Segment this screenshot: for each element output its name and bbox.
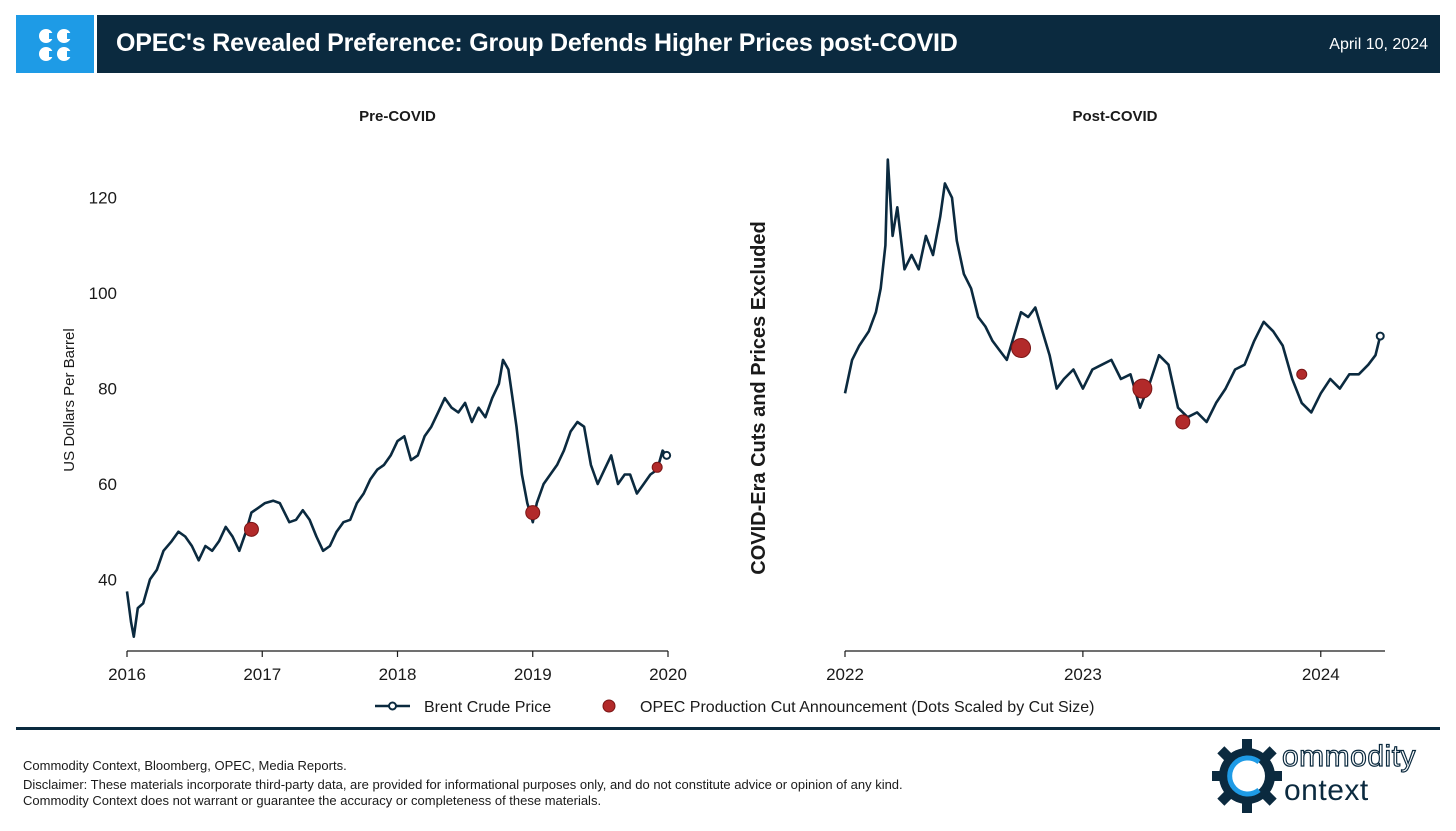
- x-tick-label: 2020: [649, 665, 687, 684]
- source-note: Commodity Context, Bloomberg, OPEC, Medi…: [23, 758, 347, 773]
- x-tick-label: 2023: [1064, 665, 1102, 684]
- panel-title: Post-COVID: [1072, 108, 1157, 125]
- header-bar: OPEC's Revealed Preference: Group Defend…: [16, 15, 1440, 73]
- page-title: OPEC's Revealed Preference: Group Defend…: [116, 29, 958, 57]
- legend-line-marker: [388, 701, 397, 711]
- y-axis-label: US Dollars Per Barrel: [61, 328, 78, 471]
- series-line-brent: [125, 358, 668, 638]
- cut-announcement-dot: [1011, 338, 1032, 359]
- legend-dot-swatch: [602, 699, 616, 713]
- legend-line-label: Brent Crude Price: [424, 699, 551, 716]
- y-tick-label: 100: [89, 284, 117, 303]
- brand-name-line2: ontext: [1284, 774, 1369, 807]
- disclaimer-text: Disclaimer: These materials incorporate …: [23, 777, 903, 808]
- cut-announcement-dot: [1132, 378, 1153, 399]
- gear-icon: [1210, 739, 1284, 813]
- cut-announcement-dot: [1296, 368, 1308, 380]
- x-tick-label: 2017: [243, 665, 281, 684]
- latest-price-marker: [1375, 331, 1385, 341]
- cut-announcement-dot: [1175, 414, 1191, 430]
- brand-name-line1: ommodity: [1281, 739, 1417, 773]
- cut-announcement-dot: [651, 461, 663, 473]
- y-tick-label: 40: [98, 570, 117, 589]
- x-tick-label: 2024: [1302, 665, 1340, 684]
- opec-logo: [16, 15, 97, 73]
- opec-logo-icon: [39, 29, 71, 61]
- x-tick-label: 2016: [108, 665, 146, 684]
- brand-logo: ommodity ontext: [1210, 736, 1442, 816]
- x-tick-label: 2019: [514, 665, 552, 684]
- cut-announcement-dot: [525, 505, 541, 521]
- series-line-brent: [843, 158, 1382, 424]
- footer-divider: [16, 727, 1440, 730]
- cut-announcement-dot: [243, 521, 259, 537]
- y-tick-label: 120: [89, 189, 117, 208]
- x-tick-label: 2018: [379, 665, 417, 684]
- x-tick-label: 2022: [826, 665, 864, 684]
- legend-dot-label: OPEC Production Cut Announcement (Dots S…: [640, 699, 1094, 716]
- latest-price-marker: [662, 450, 672, 460]
- y-axis-label: COVID-Era Cuts and Prices Excluded: [748, 221, 770, 574]
- report-date: April 10, 2024: [1329, 36, 1428, 53]
- y-tick-label: 60: [98, 475, 117, 494]
- panel-title: Pre-COVID: [359, 108, 436, 125]
- y-tick-label: 80: [98, 380, 117, 399]
